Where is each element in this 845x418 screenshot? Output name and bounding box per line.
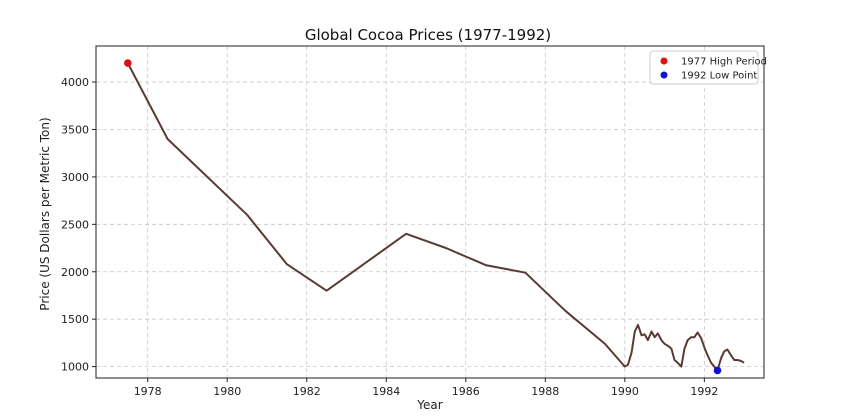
chart-title: Global Cocoa Prices (1977-1992) <box>305 26 551 44</box>
price-line <box>126 62 745 372</box>
y-tick-label: 1000 <box>61 361 89 374</box>
legend-label-high: 1977 High Period <box>681 57 767 68</box>
y-tick-label: 4000 <box>61 76 89 89</box>
x-tick-label: 1990 <box>611 385 639 398</box>
x-axis-label: Year <box>416 398 442 412</box>
tick-layer: 1978 1980 1982 1984 1986 1988 1990 1992 1000 1500… <box>61 76 718 398</box>
y-tick-label: 3500 <box>61 123 89 136</box>
legend-marker-low <box>660 71 668 79</box>
highlight-points <box>124 59 722 375</box>
x-tick-label: 1980 <box>213 385 241 398</box>
x-tick-label: 1984 <box>372 385 400 398</box>
y-tick-label: 3000 <box>61 171 89 184</box>
low-point-marker <box>713 366 722 375</box>
legend-box <box>649 50 759 85</box>
y-tick-label: 1500 <box>61 313 89 326</box>
x-tick-label: 1982 <box>293 385 321 398</box>
high-point-marker <box>124 59 132 67</box>
legend-label-low: 1992 Low Point <box>681 71 757 82</box>
x-tick-label: 1988 <box>531 385 559 398</box>
plot-frame <box>95 45 765 379</box>
x-tick-label: 1978 <box>134 385 162 398</box>
legend: 1977 High Period 1992 Low Point <box>649 50 767 85</box>
x-tick-label: 1986 <box>452 385 480 398</box>
x-tick-label: 1992 <box>690 385 718 398</box>
y-axis-label: Price (US Dollars per Metric Ton) <box>38 117 52 310</box>
legend-marker-high <box>660 57 668 65</box>
y-tick-label: 2500 <box>61 218 89 231</box>
y-tick-label: 2000 <box>61 266 89 279</box>
grid-layer <box>96 46 764 378</box>
